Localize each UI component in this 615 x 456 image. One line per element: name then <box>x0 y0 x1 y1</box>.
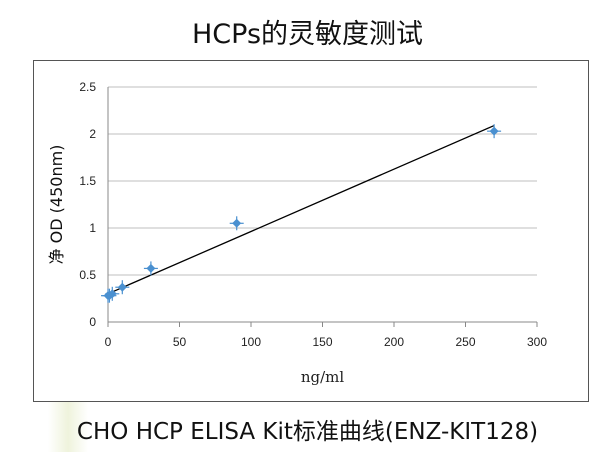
data-point-5 <box>232 218 242 228</box>
data-point-4 <box>146 263 156 273</box>
data-point-3 <box>117 282 127 292</box>
y-tick-label: 1.5 <box>79 174 96 188</box>
trendline <box>107 124 495 295</box>
x-tick-label: 50 <box>173 335 187 349</box>
chart-svg: 0 0.5 1 1.5 2 2.5 0 50 100 150 200 250 300 ng/ml 净 OD … <box>47 80 547 386</box>
x-tick-label: 100 <box>241 335 261 349</box>
y-tick-label: 1 <box>89 221 96 235</box>
x-tick-label: 150 <box>312 335 332 349</box>
x-tick-label: 300 <box>527 335 547 349</box>
y-tick-label: 2.5 <box>79 80 96 94</box>
y-tick-label: 2 <box>89 127 96 141</box>
y-tick-label: 0.5 <box>79 268 96 282</box>
x-axis-title: ng/ml <box>301 368 345 386</box>
chart-frame: 0 0.5 1 1.5 2 2.5 0 50 100 150 200 250 300 ng/ml 净 OD … <box>33 60 589 402</box>
x-tick-label: 0 <box>105 335 112 349</box>
y-axis-title: 净 OD (450nm) <box>47 145 66 265</box>
page-title: HCPs的灵敏度测试 <box>191 19 424 50</box>
y-tick-label: 0 <box>89 315 96 329</box>
x-tick-label: 250 <box>455 335 475 349</box>
data-point-2 <box>107 289 117 299</box>
chart-caption: CHO HCP ELISA Kit标准曲线(ENZ-KIT128) <box>76 419 539 445</box>
x-tick-label: 200 <box>384 335 404 349</box>
